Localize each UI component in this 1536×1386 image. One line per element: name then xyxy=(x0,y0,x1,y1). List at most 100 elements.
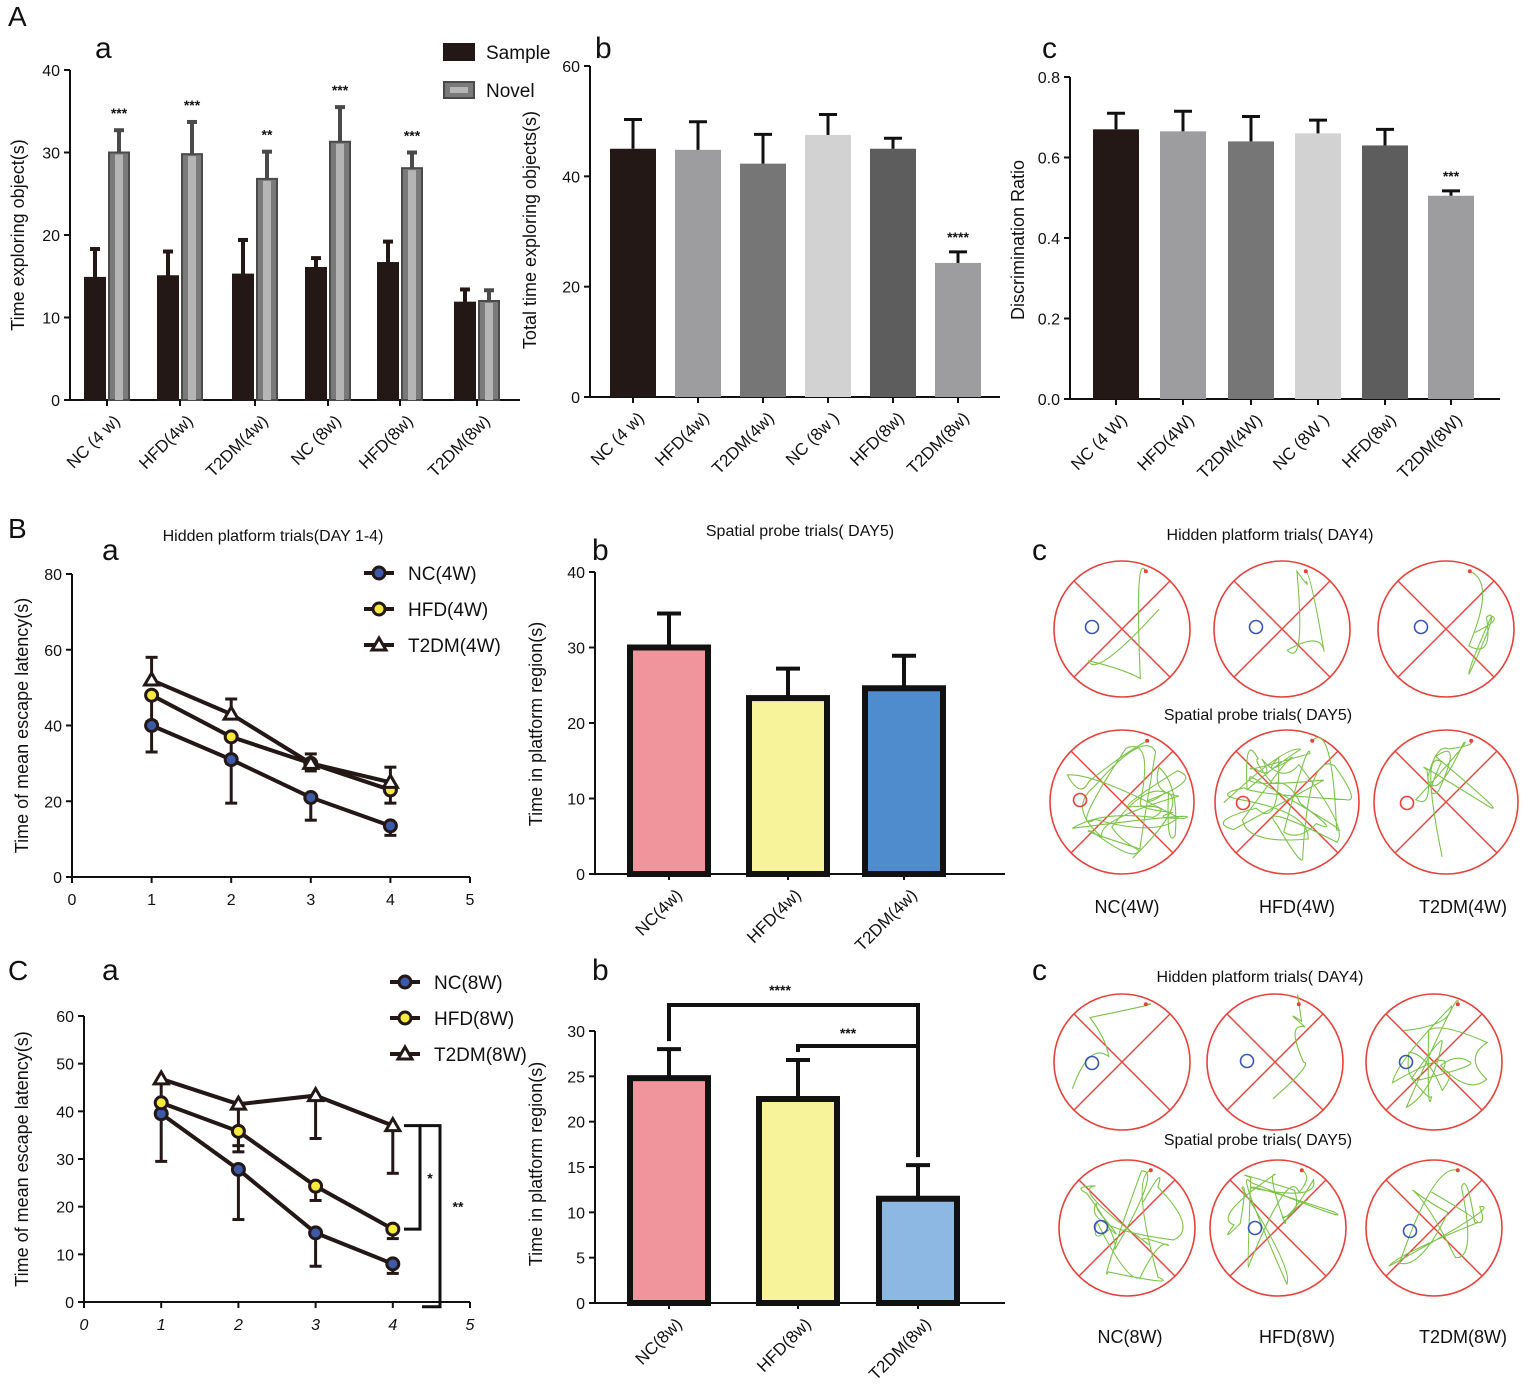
series-line-nc4w xyxy=(150,723,392,828)
tracks-B-c-title-bottom: Spatial probe trials( DAY5) xyxy=(1164,707,1352,724)
marker-hfd8w xyxy=(385,1221,401,1237)
chart-title: Spatial probe trials( DAY5) xyxy=(706,523,894,540)
bar-novel-highlight xyxy=(115,154,123,400)
bar-novel-highlight xyxy=(336,143,344,400)
y-axis-title: Discrimination Ratio xyxy=(1008,160,1028,320)
x-category-label: HFD(4w) xyxy=(651,408,713,470)
y-axis-title: Time exploring object(s) xyxy=(8,139,28,330)
sub-label-C-c: c xyxy=(1032,954,1047,987)
x-tick-label: 2 xyxy=(227,892,236,909)
x-category-label: HFD(4W) xyxy=(1134,410,1198,474)
marker-nc4w xyxy=(144,718,160,733)
pool-quadrant-line xyxy=(1226,1013,1324,1111)
sub-label-A-c: c xyxy=(1042,32,1057,65)
sub-label-A-b: b xyxy=(595,32,612,65)
y-tick-label: 40 xyxy=(562,169,580,186)
marker-nc8w xyxy=(385,1256,401,1272)
y-tick-label: 20 xyxy=(567,716,585,733)
x-tick-label: 4 xyxy=(388,1317,397,1334)
marker-nc4w xyxy=(223,752,239,768)
bar-nc4w xyxy=(627,644,711,877)
y-tick-label: 20 xyxy=(56,1200,74,1217)
y-tick-label: 0 xyxy=(576,1296,585,1313)
pool-quadrant-line xyxy=(1397,580,1495,678)
x-category-label: T2DM(4w) xyxy=(202,411,272,481)
bar-sample xyxy=(454,301,476,401)
x-category-label: T2DM(8W) xyxy=(1394,410,1466,482)
bar-novel-highlight xyxy=(188,156,196,400)
x-tick-label: 5 xyxy=(466,892,475,909)
platform-target xyxy=(1084,1055,1100,1071)
platform-target xyxy=(1072,792,1088,808)
tracks-B-c-title-top: Hidden platform trials( DAY4) xyxy=(1167,527,1374,544)
x-tick-label: 0 xyxy=(68,892,77,909)
y-tick-label: 60 xyxy=(44,643,62,660)
tracks-B-c: Hidden platform trials( DAY4) Spatial pr… xyxy=(1049,527,1519,917)
bar-nc4w xyxy=(610,148,656,397)
platform-target xyxy=(1402,1223,1418,1239)
y-axis-title: Time in platform region(s) xyxy=(526,1062,546,1266)
bar-novel-highlight xyxy=(485,303,493,400)
bar-t2dm8w xyxy=(1428,195,1474,399)
sub-label-B-c: c xyxy=(1032,534,1047,567)
bar-hfd4w xyxy=(1160,131,1206,399)
y-tick-label: 20 xyxy=(567,1115,585,1132)
series-line-hfd4w xyxy=(150,693,392,792)
tracks-C-c-group-1: NC(8W) xyxy=(1098,1327,1163,1347)
bar-t2dm8w xyxy=(876,1195,960,1306)
tracks-B-c-group-3: T2DM(4W) xyxy=(1419,897,1507,917)
chart-A-c-discrimination-ratio: 0.0 0.2 0.4 0.6 0.8 NC (4 W) HFD(4W)T2DM(4W) NC… xyxy=(1008,70,1500,483)
legend-marker xyxy=(369,635,389,652)
x-category-label: NC (8W ) xyxy=(1269,410,1333,474)
x-tick-label: 1 xyxy=(157,1317,166,1334)
bar-nc8w xyxy=(627,1075,711,1306)
y-tick-label: 0.4 xyxy=(1038,231,1060,248)
bar-nc8w xyxy=(805,134,851,398)
start-point xyxy=(1455,1168,1460,1173)
bar-sample xyxy=(377,262,399,401)
y-tick-label: 20 xyxy=(562,280,580,297)
platform-target xyxy=(1084,619,1100,635)
legend-label: HFD(4W) xyxy=(408,600,488,621)
bar-hfd8w xyxy=(756,1096,840,1306)
tracks-B-c-group-1: NC(4W) xyxy=(1095,897,1160,917)
tracks-C-c-group-2: HFD(8W) xyxy=(1259,1327,1335,1347)
chart-C-a-escape-latency: 0 10 20 30 40 50 60 0 1 2 3 4 5 Time of mean escape l… xyxy=(12,973,527,1334)
significance-bracket-nc-t2dm xyxy=(667,1003,920,1046)
bar-nc8w xyxy=(1295,133,1341,399)
series-line-t2dm8w xyxy=(160,1077,394,1128)
legend-swatch-sample xyxy=(443,43,475,61)
x-category-label: HFD(8w) xyxy=(846,408,908,470)
tracks-B-c-group-2: HFD(4W) xyxy=(1259,897,1335,917)
y-axis-title: Time of mean escape latency(s) xyxy=(12,1031,32,1286)
significance-marker: **** xyxy=(769,982,791,998)
sub-label-B-b: b xyxy=(592,534,609,567)
marker-t2dm4w xyxy=(301,753,321,770)
sub-label-A-a: a xyxy=(95,32,112,65)
bar-hfd4w xyxy=(746,695,830,878)
significance-bracket-hfd-t2dm xyxy=(796,1044,918,1053)
bar-t2dm4w xyxy=(862,685,946,878)
platform-target xyxy=(1239,1053,1255,1069)
legend-marker xyxy=(395,1044,415,1061)
swim-path xyxy=(1066,740,1188,859)
start-point xyxy=(1303,569,1308,574)
start-point xyxy=(1145,738,1150,743)
platform-target xyxy=(1235,795,1251,811)
x-category-label: NC(4w) xyxy=(632,885,686,939)
marker-nc8w xyxy=(308,1225,324,1241)
y-axis-title: Total time exploring objects(s) xyxy=(520,111,540,349)
y-tick-label: 0 xyxy=(53,870,62,887)
bar-sample xyxy=(305,267,327,401)
x-category-label: NC(8w) xyxy=(632,1314,686,1368)
marker-hfd4w xyxy=(223,729,239,745)
x-tick-label: 4 xyxy=(386,892,395,909)
platform-target xyxy=(1248,619,1264,635)
x-category-label: NC (4 w) xyxy=(63,411,124,472)
platform-target xyxy=(1399,795,1415,811)
chart-B-a-escape-latency: 0 20 40 60 80 0 1 2 3 4 5 Time of mean escape laten… xyxy=(12,528,501,909)
legend-label-novel: Novel xyxy=(486,81,535,102)
chart-A-b-total-time: 0 20 40 60 NC (4 w) HFD(4w)T2DM(4w) NC (8w ) HF… xyxy=(520,59,1000,478)
x-category-label: NC (8w ) xyxy=(782,408,843,469)
